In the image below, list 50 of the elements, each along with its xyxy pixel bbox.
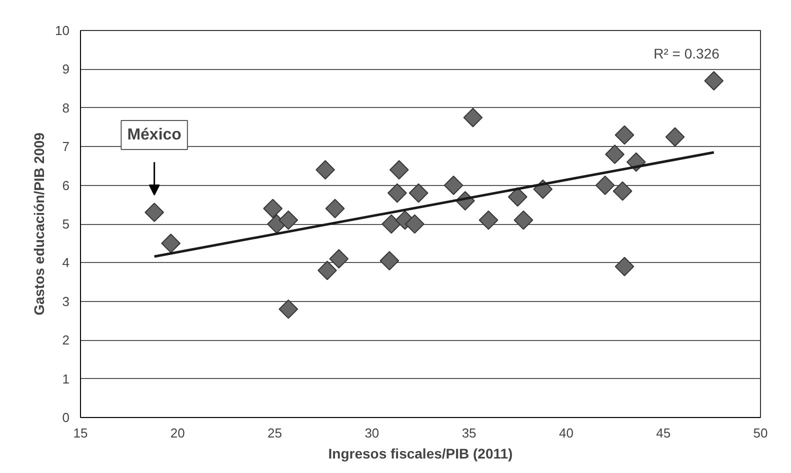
point — [595, 176, 615, 195]
y-tick-label: 4 — [62, 255, 70, 270]
point — [614, 125, 634, 145]
point — [144, 202, 164, 222]
point — [408, 183, 428, 203]
point — [161, 234, 181, 254]
point — [389, 160, 409, 180]
annotation: México — [127, 126, 182, 144]
y-tick-label: 0 — [62, 410, 70, 425]
point — [278, 299, 298, 319]
point — [444, 176, 464, 195]
point — [329, 249, 349, 269]
x-tick-label: 45 — [656, 426, 671, 440]
x-tick-label: 35 — [462, 426, 476, 440]
y-tick-label: 10 — [55, 23, 70, 38]
point — [605, 144, 624, 164]
x-axis-title: Ingresos fiscales/PIB (2011) — [328, 446, 513, 462]
point — [478, 210, 498, 230]
point — [380, 251, 400, 270]
y-axis-title: Gastos educación/PIB 2009 — [31, 132, 48, 316]
y-tick-label: 2 — [62, 332, 70, 348]
point — [508, 187, 528, 207]
point — [278, 210, 298, 230]
y-tick-label: 7 — [62, 139, 70, 154]
x-tick-label: 30 — [364, 426, 380, 440]
point — [704, 71, 724, 90]
point — [318, 260, 337, 280]
x-tick-label: 25 — [268, 426, 282, 440]
point — [404, 214, 424, 234]
point — [316, 160, 335, 180]
y-tick-label: 8 — [62, 100, 70, 116]
point — [325, 198, 345, 218]
y-tick-label: 6 — [62, 178, 70, 193]
point — [263, 198, 283, 218]
annotation: R² = 0.326 — [654, 46, 720, 62]
y-tick-label: 3 — [62, 294, 70, 309]
point — [614, 256, 634, 276]
x-tick-label: 15 — [73, 426, 88, 440]
x-tick-label: 50 — [753, 426, 768, 440]
x-tick-label: 40 — [558, 426, 574, 440]
point — [382, 214, 402, 234]
x-tick-label: 20 — [170, 426, 185, 440]
y-tick-label: 9 — [62, 62, 70, 77]
point — [514, 210, 534, 230]
y-tick-label: 1 — [62, 371, 70, 386]
point — [665, 127, 685, 147]
point — [387, 183, 407, 203]
point — [612, 181, 632, 201]
point — [463, 108, 483, 128]
y-tick-label: 5 — [62, 216, 70, 232]
